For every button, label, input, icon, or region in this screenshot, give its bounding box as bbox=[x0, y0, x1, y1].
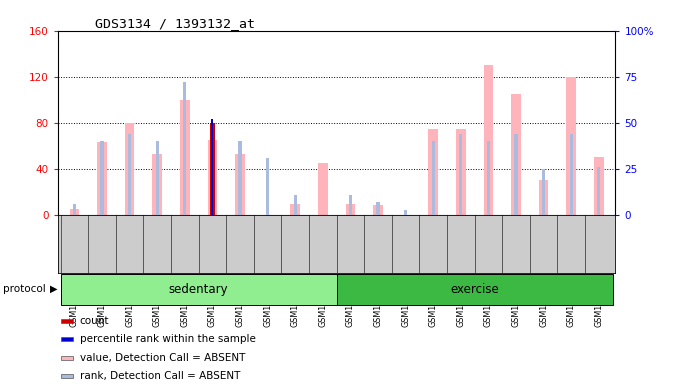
Text: GDS3134 / 1393132_at: GDS3134 / 1393132_at bbox=[95, 17, 255, 30]
Bar bbox=[61, 319, 73, 323]
Text: value, Detection Call = ABSENT: value, Detection Call = ABSENT bbox=[80, 353, 245, 362]
Bar bbox=[235, 154, 245, 215]
Text: sedentary: sedentary bbox=[169, 283, 228, 296]
Bar bbox=[211, 119, 214, 215]
Bar bbox=[456, 129, 466, 215]
Bar bbox=[73, 204, 76, 215]
Bar bbox=[156, 141, 159, 215]
Bar bbox=[183, 82, 186, 215]
Bar bbox=[566, 77, 576, 215]
Bar bbox=[61, 374, 73, 378]
Bar bbox=[97, 142, 107, 215]
Bar bbox=[542, 169, 545, 215]
Text: count: count bbox=[80, 316, 109, 326]
Bar bbox=[101, 141, 103, 215]
Bar bbox=[345, 204, 355, 215]
Bar bbox=[459, 134, 462, 215]
Bar bbox=[61, 274, 337, 306]
Bar bbox=[128, 134, 131, 215]
Text: ▶: ▶ bbox=[50, 284, 57, 294]
Bar bbox=[318, 163, 328, 215]
Bar bbox=[428, 129, 438, 215]
Bar bbox=[207, 140, 217, 215]
Bar bbox=[511, 94, 521, 215]
Bar bbox=[404, 210, 407, 215]
Bar bbox=[238, 141, 241, 215]
Bar bbox=[209, 123, 215, 215]
Bar bbox=[69, 209, 79, 215]
Bar bbox=[373, 205, 383, 215]
Text: exercise: exercise bbox=[450, 283, 499, 296]
Bar bbox=[514, 134, 517, 215]
Bar bbox=[61, 356, 73, 359]
Bar bbox=[570, 134, 573, 215]
Bar bbox=[349, 195, 352, 215]
Bar bbox=[61, 337, 73, 341]
Bar bbox=[152, 154, 162, 215]
Text: rank, Detection Call = ABSENT: rank, Detection Call = ABSENT bbox=[80, 371, 240, 381]
Bar bbox=[376, 202, 379, 215]
Bar bbox=[487, 141, 490, 215]
Bar bbox=[597, 167, 600, 215]
Bar bbox=[594, 157, 604, 215]
Text: percentile rank within the sample: percentile rank within the sample bbox=[80, 334, 256, 344]
Bar bbox=[539, 180, 549, 215]
Bar bbox=[432, 141, 435, 215]
Text: protocol: protocol bbox=[3, 284, 46, 294]
Bar bbox=[294, 195, 297, 215]
Bar bbox=[483, 65, 493, 215]
Bar bbox=[337, 274, 613, 306]
Bar bbox=[290, 204, 300, 215]
Bar bbox=[124, 123, 135, 215]
Bar bbox=[180, 100, 190, 215]
Bar bbox=[266, 158, 269, 215]
